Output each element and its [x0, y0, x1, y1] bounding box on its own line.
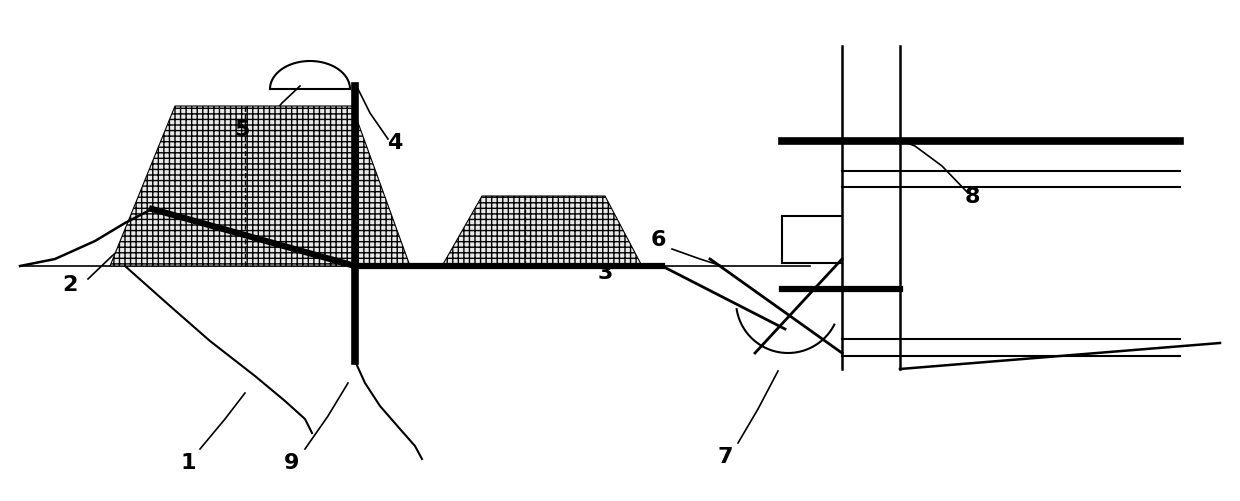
Text: 8: 8 — [965, 187, 980, 207]
Text: 1: 1 — [180, 453, 196, 473]
Text: 2: 2 — [62, 275, 78, 295]
Text: 9: 9 — [284, 453, 300, 473]
Text: 6: 6 — [650, 230, 666, 250]
Text: 5: 5 — [234, 120, 249, 140]
Polygon shape — [441, 196, 642, 266]
Polygon shape — [110, 106, 410, 266]
Text: 7: 7 — [717, 447, 733, 467]
Text: 4: 4 — [387, 133, 403, 153]
Text: 3: 3 — [598, 263, 613, 283]
